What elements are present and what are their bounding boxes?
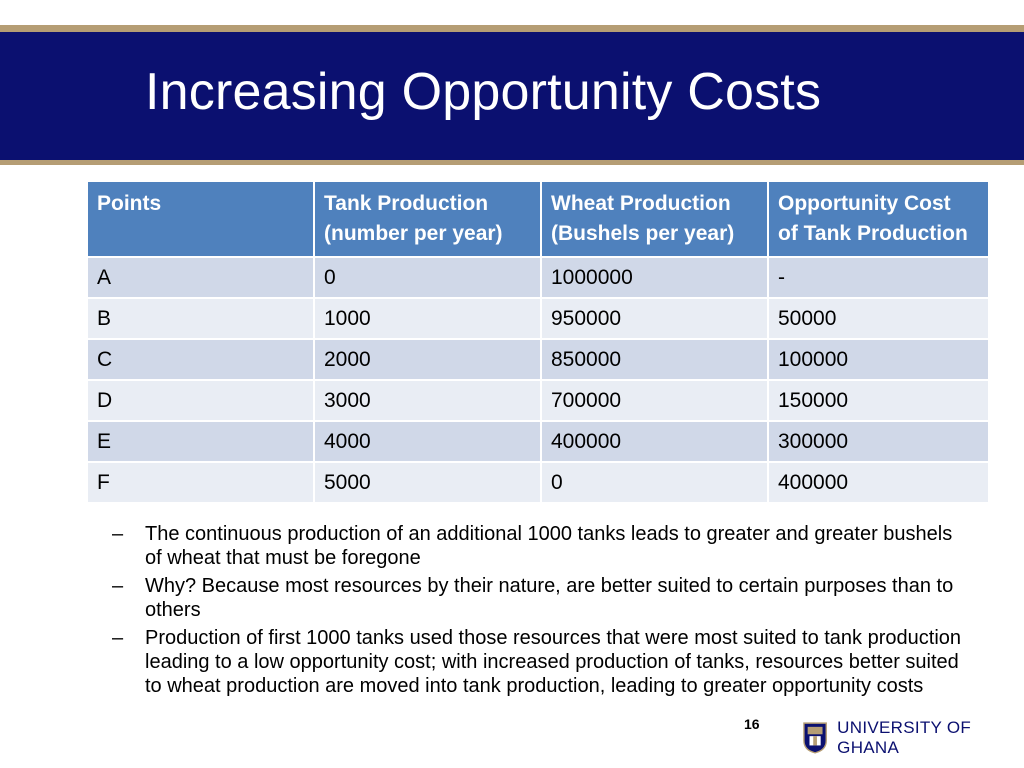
cell-wheat: 400000 xyxy=(542,422,767,461)
header-opportunity-cost: Opportunity Cost of Tank Production xyxy=(769,182,988,256)
bullet-text: Why? Because most resources by their nat… xyxy=(145,575,954,621)
dash-marker: – xyxy=(112,575,124,597)
cell-point: A xyxy=(88,258,313,297)
table-row: D 3000 700000 150000 xyxy=(88,381,988,420)
header-wheat-production: Wheat Production (Bushels per year) xyxy=(542,182,767,256)
bullet-list: – The continuous production of an additi… xyxy=(112,522,972,702)
table-row: E 4000 400000 300000 xyxy=(88,422,988,461)
cell-point: B xyxy=(88,299,313,338)
page-number: 16 xyxy=(744,716,760,732)
crest-icon xyxy=(803,722,827,754)
bullet-item: – Production of first 1000 tanks used th… xyxy=(112,626,972,698)
header-points-line1: Points xyxy=(97,192,162,215)
header-tank-line1: Tank Production xyxy=(324,192,489,215)
title-band xyxy=(0,32,1024,160)
table-row: B 1000 950000 50000 xyxy=(88,299,988,338)
header-points: Points xyxy=(88,182,313,256)
top-accent-rule xyxy=(0,25,1024,32)
bullet-item: – The continuous production of an additi… xyxy=(112,522,972,570)
bottom-accent-rule xyxy=(0,160,1024,165)
table-row: C 2000 850000 100000 xyxy=(88,340,988,379)
university-logo: UNIVERSITY OF GHANA xyxy=(803,718,1024,758)
cell-cost: 300000 xyxy=(769,422,988,461)
table-header-row: Points Tank Production (number per year)… xyxy=(88,182,988,256)
production-table: Points Tank Production (number per year)… xyxy=(86,180,990,504)
header-tank-line2: (number per year) xyxy=(324,222,503,245)
cell-tank: 3000 xyxy=(315,381,540,420)
bullet-item: – Why? Because most resources by their n… xyxy=(112,574,972,622)
bullet-text: Production of first 1000 tanks used thos… xyxy=(145,627,962,697)
cell-wheat: 950000 xyxy=(542,299,767,338)
cell-cost: 150000 xyxy=(769,381,988,420)
header-cost-line2: of Tank Production xyxy=(778,222,968,245)
cell-cost: 100000 xyxy=(769,340,988,379)
cell-tank: 5000 xyxy=(315,463,540,502)
cell-wheat: 1000000 xyxy=(542,258,767,297)
cell-point: F xyxy=(88,463,313,502)
cell-tank: 4000 xyxy=(315,422,540,461)
cell-tank: 2000 xyxy=(315,340,540,379)
table-row: F 5000 0 400000 xyxy=(88,463,988,502)
header-tank-production: Tank Production (number per year) xyxy=(315,182,540,256)
cell-wheat: 700000 xyxy=(542,381,767,420)
cell-tank: 1000 xyxy=(315,299,540,338)
dash-marker: – xyxy=(112,627,124,649)
dash-marker: – xyxy=(112,523,124,545)
cell-tank: 0 xyxy=(315,258,540,297)
table-row: A 0 1000000 - xyxy=(88,258,988,297)
university-name: UNIVERSITY OF GHANA xyxy=(837,718,972,757)
cell-wheat: 0 xyxy=(542,463,767,502)
header-wheat-line2: (Bushels per year) xyxy=(551,222,735,245)
header-cost-line1: Opportunity Cost xyxy=(778,192,951,215)
cell-cost: - xyxy=(769,258,988,297)
cell-cost: 50000 xyxy=(769,299,988,338)
cell-wheat: 850000 xyxy=(542,340,767,379)
cell-point: E xyxy=(88,422,313,461)
bullet-text: The continuous production of an addition… xyxy=(145,523,953,569)
cell-cost: 400000 xyxy=(769,463,988,502)
cell-point: C xyxy=(88,340,313,379)
cell-point: D xyxy=(88,381,313,420)
header-wheat-line1: Wheat Production xyxy=(551,192,731,215)
slide-title: Increasing Opportunity Costs xyxy=(145,63,822,121)
